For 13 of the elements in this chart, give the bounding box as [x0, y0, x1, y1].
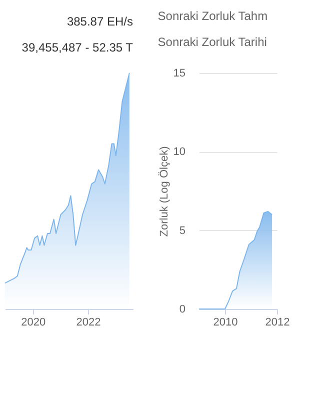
x-tick-label: 2010: [213, 316, 238, 328]
y-axis-title: Zorluk (Log Ölçek): [157, 146, 170, 237]
y-tick-label: 5: [179, 224, 186, 237]
x-tick-label: 2012: [265, 316, 290, 328]
chart-title: Sonraki Zorluk Tahm: [158, 9, 268, 23]
y-tick-label: 0: [179, 304, 186, 316]
y-tick-label: 15: [173, 68, 186, 80]
x-tick-label: 2022: [76, 316, 101, 328]
x-tick-label: 2020: [21, 316, 46, 328]
chart-title: 385.87 EH/s: [66, 14, 133, 28]
y-tick-label: 10: [173, 146, 186, 158]
chart-subtitle: 39,455,487 - 52.35 T: [22, 40, 134, 54]
chart-subtitle: Sonraki Zorluk Tarihi: [158, 35, 267, 49]
